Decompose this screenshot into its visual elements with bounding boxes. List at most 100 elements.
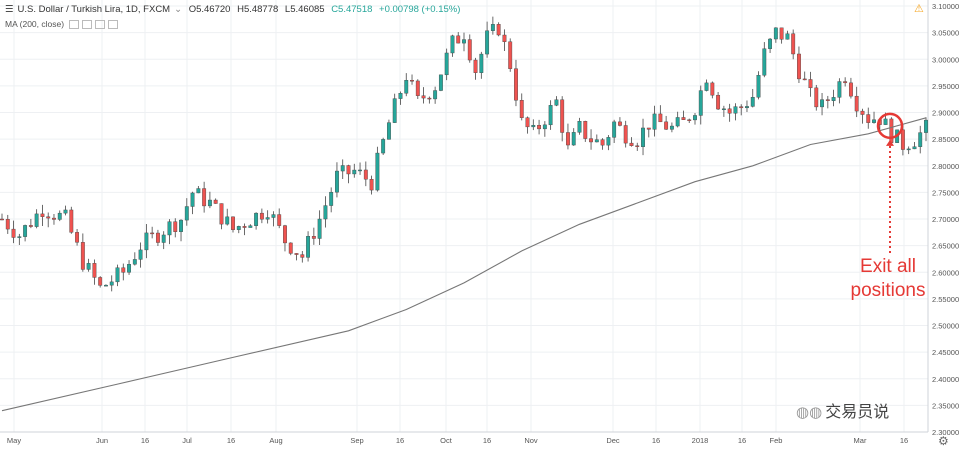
candle-body xyxy=(519,100,524,118)
candle-body xyxy=(444,52,449,76)
indicator-more-icon[interactable] xyxy=(108,20,119,30)
candle-body xyxy=(496,24,501,36)
time-tick-label: Sep xyxy=(350,436,363,445)
candle-body xyxy=(329,191,334,206)
candle-body xyxy=(57,212,62,220)
price-tick-label: 2.80000 xyxy=(932,162,959,171)
candle-body xyxy=(802,78,807,81)
moving-average-line xyxy=(1,117,927,412)
time-tick-label: 16 xyxy=(738,436,746,445)
candle-body xyxy=(577,121,582,133)
candle-body xyxy=(918,132,923,147)
price-tick-label: 2.55000 xyxy=(932,295,959,304)
price-tick-label: 2.50000 xyxy=(932,322,959,331)
candle-body xyxy=(259,212,264,220)
candle-body xyxy=(363,169,368,180)
candle-body xyxy=(92,263,97,278)
candle-body xyxy=(109,281,114,286)
price-tick-label: 2.75000 xyxy=(932,188,959,197)
time-tick-label: Mar xyxy=(854,436,867,445)
candle-body xyxy=(127,264,131,273)
candle-body xyxy=(392,98,397,123)
candle-body xyxy=(848,82,853,97)
candle-body xyxy=(560,99,565,133)
price-tick-label: 3.00000 xyxy=(932,55,959,64)
symbol-header: ☰ U.S. Dollar / Turkish Lira, 1D, FXCM ⌄ O… xyxy=(5,4,464,15)
candle-body xyxy=(554,99,559,106)
time-tick-label: 16 xyxy=(227,436,235,445)
candle-body xyxy=(623,125,628,144)
exit-annotation: Exit all positions xyxy=(838,255,938,303)
indicator-legend[interactable]: MA (200, close) xyxy=(5,19,119,30)
price-tick-label: 2.35000 xyxy=(932,401,959,410)
candle-body xyxy=(28,225,33,227)
price-tick-label: 2.70000 xyxy=(932,215,959,224)
close-value: C5.47518 xyxy=(331,4,373,15)
indicator-close-icon[interactable] xyxy=(95,20,106,30)
price-tick-label: 2.95000 xyxy=(932,82,959,91)
candle-body xyxy=(242,226,247,228)
candle-body xyxy=(381,139,386,154)
chevron-down-icon[interactable]: ⌄ xyxy=(174,4,183,15)
candle-body xyxy=(814,87,819,108)
candle-body xyxy=(265,217,270,220)
candle-body xyxy=(335,170,339,193)
candle-body xyxy=(646,127,651,130)
candle-body xyxy=(542,124,547,130)
candle-body xyxy=(317,218,322,239)
candle-body xyxy=(669,125,674,130)
candle-body xyxy=(386,122,391,140)
warning-icon[interactable]: ⚠ xyxy=(914,3,924,15)
candle-body xyxy=(808,79,813,89)
candle-body xyxy=(525,117,530,128)
candle-body xyxy=(594,139,599,143)
candle-body xyxy=(190,192,195,207)
symbol-title[interactable]: U.S. Dollar / Turkish Lira, 1D, FXCM xyxy=(17,4,171,15)
candle-body xyxy=(872,119,876,123)
candle-body xyxy=(721,108,726,111)
candle-body xyxy=(40,213,45,217)
candle-body xyxy=(323,205,328,220)
candle-body xyxy=(179,219,183,232)
candle-body xyxy=(288,242,293,254)
price-tick-label: 2.45000 xyxy=(932,348,959,357)
indicator-eye-icon[interactable] xyxy=(69,20,80,30)
candle-body xyxy=(537,124,542,130)
candle-body xyxy=(889,118,894,143)
candle-body xyxy=(750,97,755,107)
candle-body xyxy=(52,217,56,220)
candle-body xyxy=(473,59,478,73)
candle-body xyxy=(352,169,357,175)
candle-body xyxy=(358,169,362,172)
indicator-settings-icon[interactable] xyxy=(82,20,93,30)
price-tick-label: 2.90000 xyxy=(932,109,959,118)
time-tick-label: Jul xyxy=(182,436,192,445)
candle-body xyxy=(155,232,160,243)
candle-body xyxy=(427,97,432,100)
candle-body xyxy=(612,121,617,138)
candle-body xyxy=(306,236,311,258)
wechat-icon: ◍◍ xyxy=(796,404,823,421)
candle-body xyxy=(340,165,345,172)
candle-body xyxy=(687,119,692,121)
candle-body xyxy=(508,41,513,69)
candle-body xyxy=(756,75,761,98)
gear-icon[interactable]: ⚙ xyxy=(938,434,949,448)
candle-body xyxy=(710,82,715,96)
candle-body xyxy=(502,34,507,42)
candle-body xyxy=(63,209,68,214)
time-tick-label: 2018 xyxy=(692,436,709,445)
candle-body xyxy=(924,119,928,133)
candle-body xyxy=(132,259,137,265)
time-tick-label: Oct xyxy=(440,436,453,445)
candle-body xyxy=(248,225,253,228)
candle-body xyxy=(271,214,276,218)
candle-body xyxy=(98,277,103,286)
candle-body xyxy=(173,221,178,232)
candle-body xyxy=(906,148,911,151)
watermark-text: 交易员说 xyxy=(825,404,890,421)
candle-body xyxy=(433,90,438,100)
price-tick-label: 3.05000 xyxy=(932,29,959,38)
